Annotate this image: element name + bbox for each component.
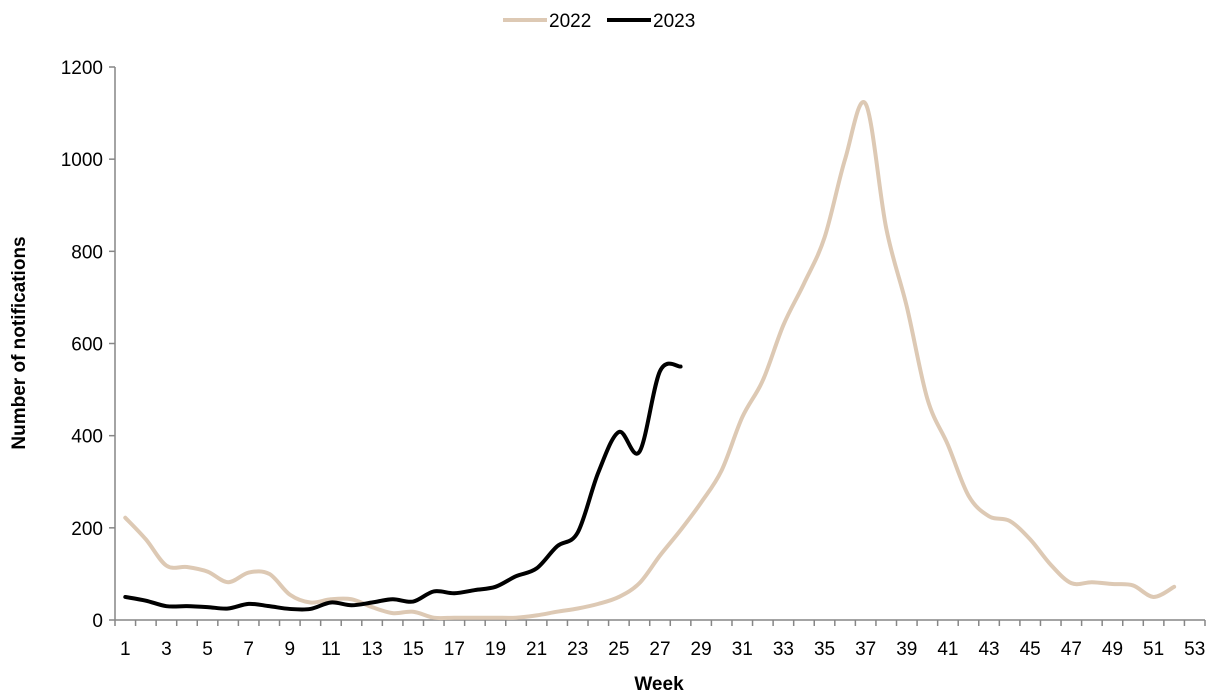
x-tick-label: 3 (161, 639, 172, 660)
x-tick-label: 47 (1061, 639, 1082, 660)
x-tick-label: 15 (403, 639, 424, 660)
x-tick-label: 5 (202, 639, 213, 660)
x-tick-label: 17 (444, 639, 465, 660)
legend-item-2022: 2022 (503, 11, 591, 32)
y-tick-label: 1200 (61, 58, 103, 79)
x-tick-label: 21 (526, 639, 547, 660)
legend-item-2023: 2023 (607, 11, 695, 32)
x-tick-label: 41 (937, 639, 958, 660)
series-layer (123, 100, 1177, 621)
x-tick-label: 19 (485, 639, 506, 660)
x-tick-label: 51 (1143, 639, 1164, 660)
x-tick-label: 11 (321, 639, 341, 660)
x-tick-label: 33 (773, 639, 794, 660)
y-tick-label: 800 (71, 242, 103, 263)
x-tick-label: 23 (567, 639, 588, 660)
x-tick-label: 49 (1102, 639, 1123, 660)
y-tick-label: 600 (71, 335, 103, 356)
x-tick-label: 1 (120, 639, 131, 660)
x-tick-label: 35 (814, 639, 835, 660)
y-axis-title: Number of notifications (9, 236, 30, 449)
legend-label: 2022 (549, 11, 591, 32)
series-line-2023 (123, 361, 683, 612)
x-tick-label: 29 (691, 639, 712, 660)
legend: 2022 2023 (503, 11, 695, 32)
x-tick-label: 43 (978, 639, 999, 660)
x-tick-label: 7 (243, 639, 254, 660)
y-tick-label: 0 (92, 611, 103, 632)
series-line-2022 (123, 100, 1177, 621)
x-tick-label: 9 (285, 639, 296, 660)
x-tick-label: 45 (1020, 639, 1041, 660)
x-tick-label: 27 (649, 639, 670, 660)
y-tick-label: 400 (71, 427, 103, 448)
y-tick-label: 200 (71, 519, 103, 540)
y-tick-label: 1000 (61, 150, 103, 171)
legend-label: 2023 (653, 11, 695, 32)
x-tick-label: 25 (608, 639, 629, 660)
x-tick-label: 37 (855, 639, 876, 660)
x-tick-label: 39 (896, 639, 917, 660)
x-tick-label: 31 (732, 639, 753, 660)
x-tick-label: 13 (362, 639, 383, 660)
x-tick-label: 53 (1184, 639, 1205, 660)
x-axis-title: Week (634, 674, 684, 693)
